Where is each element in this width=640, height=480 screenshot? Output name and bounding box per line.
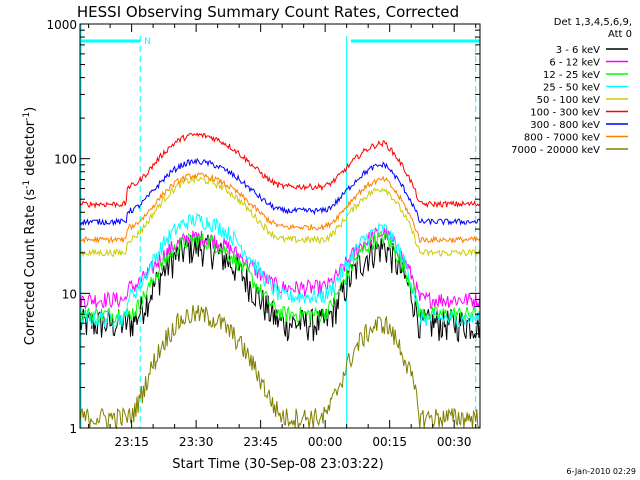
series-line — [79, 212, 481, 328]
legend-label: 6 - 12 keV — [549, 58, 600, 69]
legend-label: 3 - 6 keV — [556, 45, 600, 56]
x-tick-label: 00:00 — [308, 435, 343, 449]
legend-header: Att 0 — [608, 29, 632, 40]
timestamp-footer: 6-Jan-2010 02:29 — [566, 467, 636, 476]
y-tick-label: 10 — [62, 287, 77, 301]
y-axis-label: Corrected Count Rate (s-1 detector-1) — [22, 107, 38, 345]
x-tick-label: 23:30 — [179, 435, 214, 449]
x-tick-label: 00:30 — [437, 435, 472, 449]
x-axis-label: Start Time (30-Sep-08 23:03:22) — [172, 457, 383, 472]
plot-frame — [79, 23, 481, 429]
legend-label: 300 - 800 keV — [530, 120, 600, 131]
legend: Det 1,3,4,5,6,9,Att 0 3 - 6 keV 6 - 12 keV… — [511, 17, 632, 156]
legend-header: Det 1,3,4,5,6,9, — [554, 17, 632, 28]
chart-title: HESSI Observing Summary Count Rates, Cor… — [77, 3, 459, 21]
legend-label: 25 - 50 keV — [543, 83, 600, 94]
plot-area: N — [79, 24, 481, 430]
series-line — [79, 304, 481, 430]
x-axis: 23:15 23:30 23:45 00:00 00:15 00:30 — [88, 24, 477, 449]
flag-label: N — [144, 37, 151, 47]
x-tick-label: 23:45 — [243, 435, 278, 449]
legend-label: 7000 - 20000 keV — [511, 145, 600, 156]
x-tick-label: 00:15 — [372, 435, 407, 449]
series-line — [79, 132, 481, 209]
legend-label: 800 - 7000 keV — [524, 133, 600, 144]
series-line — [79, 174, 481, 258]
y-tick-label: 100 — [54, 153, 77, 167]
y-axis: 1 10 100 1000 — [46, 18, 480, 436]
series-line — [80, 171, 481, 245]
legend-label: 100 - 300 keV — [530, 108, 600, 119]
x-tick-label: 23:15 — [114, 435, 149, 449]
legend-label: 50 - 100 keV — [537, 95, 601, 106]
y-tick-label: 1000 — [46, 18, 77, 32]
y-tick-label: 1 — [69, 422, 77, 436]
series-line — [79, 157, 481, 227]
legend-label: 12 - 25 keV — [543, 70, 600, 81]
